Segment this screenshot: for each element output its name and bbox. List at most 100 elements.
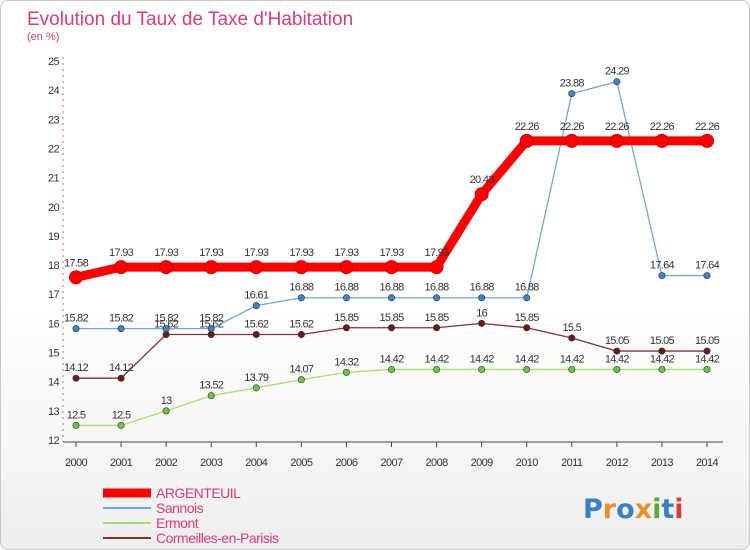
data-label: 22.26	[560, 121, 585, 133]
series-cormeilles-en-parisis: 14.12 14.12 15.62 15.62 15.62 15.62 15.85 15.85…	[64, 307, 720, 382]
data-point	[117, 421, 125, 429]
series-layer: 12.5 12.5 13 13.52 13.79 14.07 14.32 14.42 14.42…	[64, 66, 720, 429]
data-label: 15.05	[650, 335, 675, 347]
proxiti-logo: Proxiti	[583, 494, 684, 525]
data-label: 17.64	[695, 260, 720, 272]
data-point	[387, 294, 395, 302]
y-tick-label: 12	[48, 435, 60, 447]
data-label: 14.32	[334, 356, 359, 368]
data-point	[297, 376, 305, 384]
data-label: 16.61	[244, 290, 269, 302]
logo-letter: t	[661, 494, 674, 525]
data-point	[429, 260, 444, 275]
data-point	[69, 270, 83, 285]
chart-subtitle: (en %)	[27, 31, 59, 43]
data-point	[162, 330, 170, 338]
data-label: 15.85	[425, 312, 450, 324]
data-label: 15.82	[199, 313, 224, 325]
legend-item: ARGENTEUIL	[103, 485, 242, 501]
data-label: 16.88	[289, 282, 314, 294]
data-label: 14.42	[425, 353, 450, 365]
chart-title: Evolution du Taux de Taxe d'Habitation	[27, 9, 353, 30]
data-label: 16.88	[334, 282, 359, 294]
logo-letter: r	[603, 494, 617, 525]
y-tick-label: 16	[48, 318, 60, 330]
data-point	[613, 347, 621, 355]
data-label: 17.93	[109, 247, 134, 259]
data-point	[207, 392, 215, 400]
data-label: 22.26	[515, 121, 540, 133]
x-tick-label: 2014	[696, 457, 719, 469]
data-label: 14.42	[605, 353, 630, 365]
data-point	[564, 133, 579, 148]
data-label: 17.64	[650, 260, 675, 272]
x-tick-label: 2002	[155, 457, 178, 469]
data-point	[342, 324, 350, 332]
data-label: 13	[161, 395, 172, 407]
data-label: 15.62	[289, 318, 314, 330]
data-point	[342, 294, 350, 302]
y-tick-label: 13	[48, 406, 60, 418]
data-label: 14.42	[650, 353, 675, 365]
x-tick-label: 2007	[380, 457, 403, 469]
data-point	[162, 407, 170, 415]
data-point	[568, 334, 576, 342]
legend-label: Ermont	[156, 515, 199, 531]
data-point	[162, 325, 170, 333]
data-point	[523, 365, 531, 373]
x-tick-label: 2000	[65, 457, 88, 469]
y-tick-label: 19	[48, 231, 60, 243]
series-sannois: 15.82 15.82 15.82 15.82 16.61 16.88 16.88 16.88…	[64, 66, 720, 333]
data-label: 14.42	[695, 353, 720, 365]
data-label: 15.62	[244, 318, 269, 330]
data-point	[72, 374, 80, 382]
y-tick-label: 15	[48, 348, 60, 360]
data-label: 15.82	[154, 313, 179, 325]
data-point	[384, 260, 399, 275]
data-point	[609, 133, 624, 148]
data-point	[207, 325, 215, 333]
data-label: 14.42	[379, 353, 404, 365]
data-point	[568, 365, 576, 373]
data-label: 20.43	[470, 174, 495, 186]
data-label: 17.93	[379, 247, 404, 259]
data-label: 15.82	[109, 313, 134, 325]
data-point	[658, 347, 666, 355]
legend-label: Cormeilles-en-Parisis	[156, 530, 279, 546]
data-point	[252, 384, 260, 392]
data-point	[519, 133, 534, 148]
x-tick-label: 2010	[516, 457, 539, 469]
data-label: 12.5	[67, 409, 86, 421]
data-label: 23.88	[560, 78, 585, 90]
x-tick-label: 2012	[606, 457, 629, 469]
y-tick-label: 20	[48, 202, 60, 214]
legend-item: Cormeilles-en-Parisis	[103, 530, 280, 546]
series-argenteuil: 17.58 17.93 17.93 17.93 17.93 17.93 17.93 17.93…	[64, 121, 720, 285]
data-label: 24.29	[605, 66, 630, 78]
y-tick-label: 23	[48, 114, 60, 126]
y-tick-label: 18	[48, 260, 60, 272]
data-label: 14.42	[560, 353, 585, 365]
data-label: 17.93	[199, 247, 224, 259]
data-label: 22.26	[605, 121, 630, 133]
data-point	[252, 302, 260, 310]
data-point	[523, 324, 531, 332]
data-label: 16	[476, 307, 487, 319]
axes: 12 13 14 15 16 17 18 19 20 21 22 23 24 25 2000 2001 2002…	[48, 56, 723, 469]
y-tick-label: 14	[48, 377, 60, 389]
data-point	[654, 133, 669, 148]
data-point	[249, 260, 264, 275]
data-label: 16.88	[379, 282, 404, 294]
data-point	[207, 330, 215, 338]
data-label: 15.85	[379, 312, 404, 324]
data-point	[478, 319, 486, 327]
data-point	[342, 368, 350, 376]
data-label: 13.52	[199, 380, 224, 392]
data-label: 22.26	[695, 121, 720, 133]
data-label: 16.88	[425, 282, 450, 294]
data-point	[117, 325, 125, 333]
data-label: 14.12	[109, 362, 134, 374]
data-label: 17.93	[244, 247, 269, 259]
y-tick-label: 24	[48, 85, 60, 97]
